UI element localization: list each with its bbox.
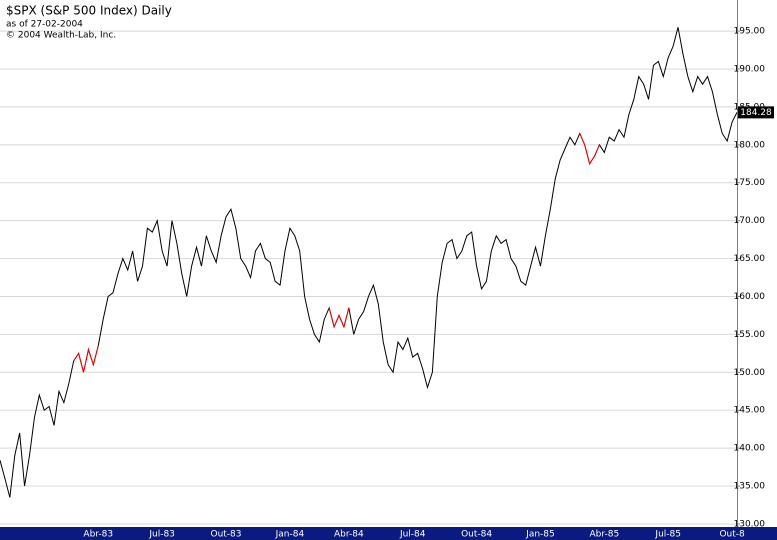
chart-subtitle: as of 27-02-2004 (6, 20, 83, 30)
y-tick-label: 180.00 (734, 140, 766, 150)
y-tick-label: 170.00 (734, 216, 766, 226)
y-tick-label: 175.00 (734, 178, 766, 188)
price-line (0, 27, 738, 498)
copyright: © 2004 Wealth-Lab, Inc. (6, 31, 116, 41)
x-tick-label: Abr-85 (589, 530, 619, 540)
x-tick-label: Out-83 (210, 530, 241, 540)
last-value-box (738, 106, 774, 119)
y-tick-label: 145.00 (734, 406, 766, 416)
x-tick-label: Abr-83 (83, 530, 113, 540)
price-line (73, 133, 600, 373)
y-tick-label: 140.00 (734, 444, 766, 454)
y-tick-label: 165.00 (734, 254, 766, 264)
y-tick-label: 150.00 (734, 368, 766, 378)
x-tick-label: Out-8 (719, 530, 745, 540)
x-tick-label: Jul-83 (148, 530, 175, 540)
x-tick-label: Jul-84 (399, 530, 426, 540)
last-value-label: 184.28 (740, 108, 772, 118)
y-tick-label: 160.00 (734, 292, 766, 302)
x-tick-label: Jul-85 (654, 530, 681, 540)
x-tick-label: Jan-85 (525, 530, 555, 540)
x-tick-label: Out-84 (461, 530, 492, 540)
x-tick-label: Jan-84 (275, 530, 305, 540)
chart-title: $SPX (S&P 500 Index) Daily (6, 4, 172, 18)
y-tick-label: 155.00 (734, 330, 766, 340)
x-tick-label: Abr-84 (334, 530, 364, 540)
y-tick-label: 190.00 (734, 65, 766, 75)
y-tick-label: 195.00 (734, 27, 766, 37)
y-tick-label: 130.00 (734, 519, 766, 529)
y-tick-label: 135.00 (734, 482, 766, 492)
x-axis-band (0, 527, 777, 540)
